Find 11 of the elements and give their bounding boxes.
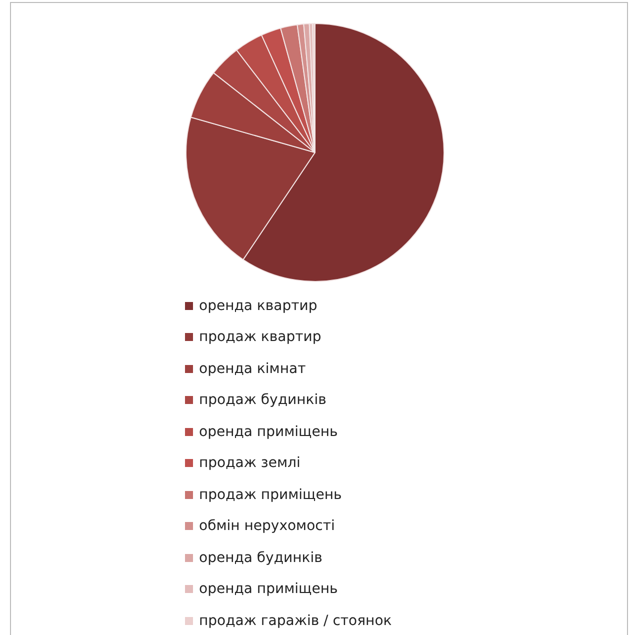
legend-label: продаж квартир <box>199 329 322 346</box>
legend-label: продаж гаражів / стоянок <box>199 612 392 629</box>
legend-label: оренда кімнат <box>199 360 306 377</box>
legend-label: оренда квартир <box>199 298 318 314</box>
legend-label: продаж приміщень <box>199 486 342 503</box>
legend-label: продаж будинків <box>199 392 326 408</box>
legend-label: оренда приміщень <box>199 581 338 598</box>
legend-label: оренда будинків <box>199 550 322 566</box>
legend-label: обмін нерухомості <box>199 518 335 534</box>
legend-label: продаж землі <box>199 455 300 472</box>
legend-label: оренда приміщень <box>199 424 338 440</box>
